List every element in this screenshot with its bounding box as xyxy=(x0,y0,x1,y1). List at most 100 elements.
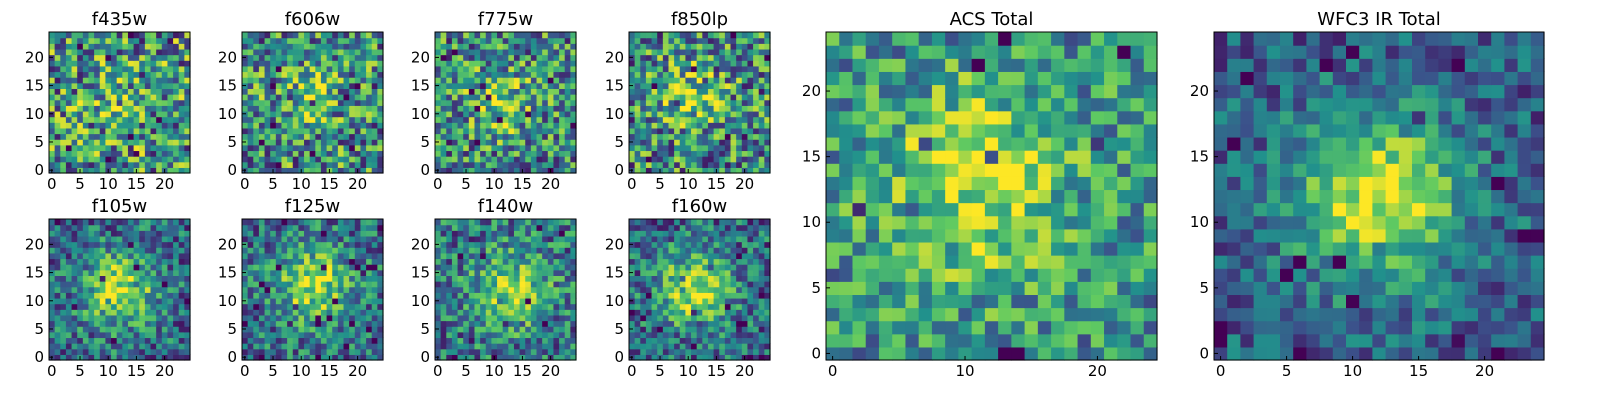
heatmap-cell xyxy=(377,37,384,44)
heatmap-cell xyxy=(446,292,453,299)
heatmap-cell xyxy=(161,60,169,67)
heatmap-cell xyxy=(371,32,378,39)
heatmap-cell xyxy=(156,286,163,293)
heatmap-cell xyxy=(451,286,459,293)
heatmap-cell xyxy=(629,77,636,84)
heatmap-cell xyxy=(662,264,670,271)
heatmap-cell xyxy=(651,258,658,265)
heatmap-cell xyxy=(640,161,647,168)
heatmap-cell xyxy=(60,309,67,316)
heatmap-cell xyxy=(764,54,771,61)
heatmap-cell xyxy=(564,99,571,106)
heatmap-cell xyxy=(127,99,135,106)
heatmap-cell xyxy=(264,122,271,129)
heatmap-cell xyxy=(343,297,350,305)
heatmap-cell xyxy=(629,348,636,355)
heatmap-cell xyxy=(685,48,692,56)
heatmap-cell xyxy=(65,354,73,361)
heatmap-cell xyxy=(366,275,373,282)
heatmap-cell xyxy=(463,297,470,305)
heatmap-cell xyxy=(634,77,641,84)
heatmap-cell xyxy=(150,43,157,50)
heatmap-cell xyxy=(60,320,67,327)
heatmap-cell xyxy=(349,348,356,355)
heatmap-cell xyxy=(547,48,555,56)
heatmap-cell xyxy=(326,77,333,84)
heatmap-cell xyxy=(150,320,157,327)
heatmap-cell xyxy=(156,337,163,344)
heatmap-cell xyxy=(354,343,362,350)
heatmap-cell xyxy=(173,275,180,282)
heatmap-cell xyxy=(491,71,498,78)
heatmap-cell xyxy=(702,139,709,146)
heatmap-cell xyxy=(696,343,703,350)
heatmap-cell xyxy=(281,326,288,333)
heatmap-cell xyxy=(65,54,73,61)
heatmap-cell xyxy=(724,343,732,350)
heatmap-cell xyxy=(49,77,56,84)
heatmap-cell xyxy=(377,82,384,89)
heatmap-cell xyxy=(657,105,664,112)
heatmap-cell xyxy=(65,71,73,78)
heatmap-cell xyxy=(337,133,345,140)
heatmap-cell xyxy=(99,297,106,305)
heatmap-cell xyxy=(640,77,647,84)
heatmap-cell xyxy=(88,88,95,95)
heatmap-cell xyxy=(270,122,277,129)
heatmap-cell xyxy=(702,99,709,106)
heatmap-cell xyxy=(707,264,715,271)
heatmap-cell xyxy=(99,252,106,260)
heatmap-cell xyxy=(60,286,67,293)
heatmap-cell xyxy=(258,281,266,288)
heatmap-cell xyxy=(287,348,294,355)
heatmap-cell xyxy=(281,116,288,123)
heatmap-cell xyxy=(559,252,566,260)
heatmap-cell xyxy=(696,286,703,293)
heatmap-cell xyxy=(343,337,350,344)
heatmap-cell xyxy=(764,337,771,344)
heatmap-cell xyxy=(105,32,112,39)
heatmap-cell xyxy=(497,105,504,112)
heatmap-cell xyxy=(713,99,720,106)
heatmap-cell xyxy=(519,275,526,282)
heatmap-cell xyxy=(513,54,521,61)
heatmap-cell xyxy=(440,32,447,39)
heatmap-cell xyxy=(332,281,339,288)
heatmap-cell xyxy=(377,292,384,299)
heatmap-cell xyxy=(326,219,333,226)
heatmap-cell xyxy=(662,144,670,152)
heatmap-cell xyxy=(634,116,641,123)
heatmap-cell xyxy=(122,343,129,350)
heatmap-cell xyxy=(242,348,249,355)
heatmap-cell xyxy=(707,286,715,293)
heatmap-cell xyxy=(127,320,135,327)
heatmap-cell xyxy=(184,309,191,316)
heatmap-cell xyxy=(474,88,481,95)
heatmap-cell xyxy=(65,337,73,344)
heatmap-cell xyxy=(736,144,743,152)
heatmap-cell xyxy=(144,326,152,333)
heatmap-cell xyxy=(640,343,647,350)
heatmap-cell xyxy=(127,269,135,276)
heatmap-cell xyxy=(133,37,140,44)
heatmap-cell xyxy=(247,71,254,78)
heatmap-cell xyxy=(629,60,636,67)
heatmap-cell xyxy=(377,65,384,73)
heatmap-cell xyxy=(247,60,254,67)
heatmap-cell xyxy=(542,241,549,248)
heatmap-cell xyxy=(377,156,384,163)
heatmap-cell xyxy=(309,241,316,248)
heatmap-cell xyxy=(326,269,333,276)
heatmap-cell xyxy=(559,303,566,310)
heatmap-cell xyxy=(547,241,555,248)
heatmap-cell xyxy=(547,230,555,237)
heatmap-cell xyxy=(508,337,515,344)
y-tick-label: 10 xyxy=(25,292,44,310)
heatmap-cell xyxy=(270,309,277,316)
heatmap-cell xyxy=(508,292,515,299)
heatmap-cell xyxy=(287,116,294,123)
heatmap-cell xyxy=(173,156,180,163)
heatmap-cell xyxy=(82,161,90,168)
heatmap-cell xyxy=(502,281,509,288)
